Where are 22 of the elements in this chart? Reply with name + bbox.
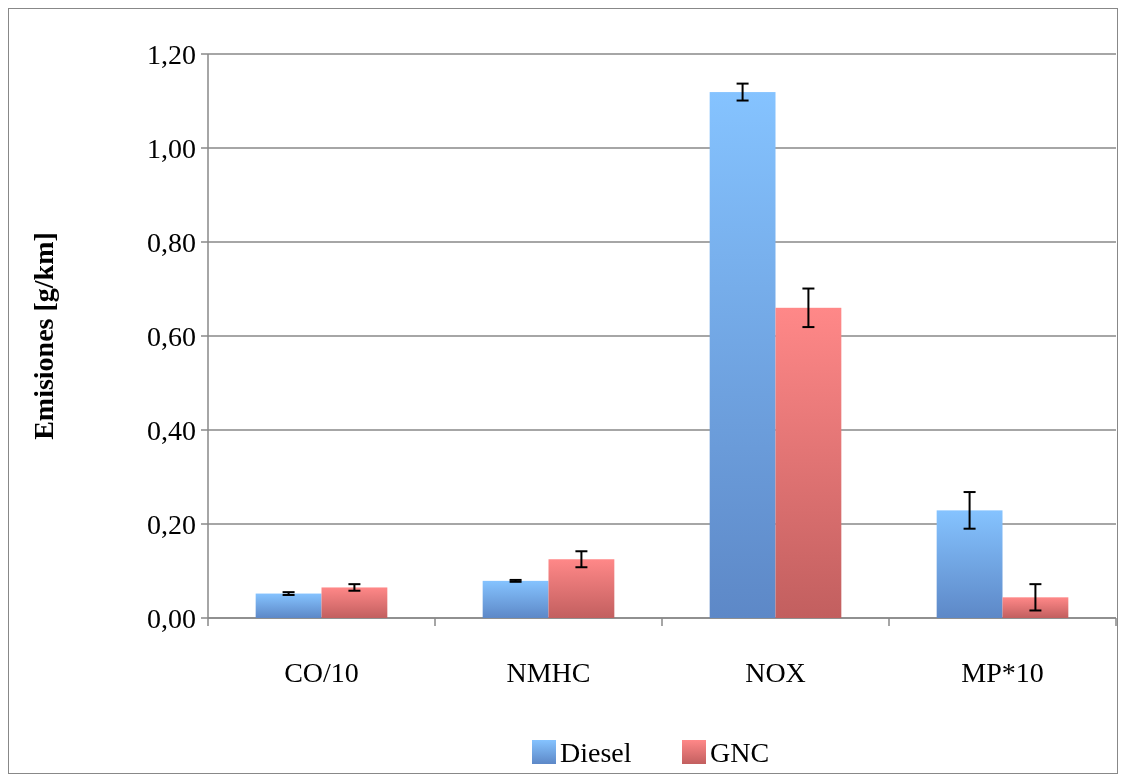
bar [936, 510, 1003, 618]
bar [709, 92, 776, 618]
y-tick-label: 1,00 [147, 132, 196, 164]
x-tick-label: NOX [745, 657, 806, 688]
bar [1002, 597, 1069, 618]
bar [321, 587, 388, 618]
y-tick-label: 0,80 [147, 226, 196, 258]
y-tick-label: 0,60 [147, 320, 196, 352]
x-tick-label: CO/10 [284, 657, 359, 688]
legend-label: Diesel [560, 736, 632, 768]
bar [255, 593, 322, 618]
y-tick-label: 1,20 [147, 38, 196, 70]
x-tick-label: MP*10 [961, 657, 1044, 688]
bar [775, 307, 842, 618]
bar [548, 559, 615, 618]
y-axis-title: Emisiones [g/km] [28, 232, 59, 440]
y-tick-label: 0,40 [147, 414, 196, 446]
y-tick-label: 0,00 [147, 602, 196, 634]
legend-label: GNC [710, 736, 770, 768]
x-tick-label: NMHC [506, 657, 591, 688]
y-tick-label: 0,20 [147, 508, 196, 540]
bar [482, 580, 549, 618]
